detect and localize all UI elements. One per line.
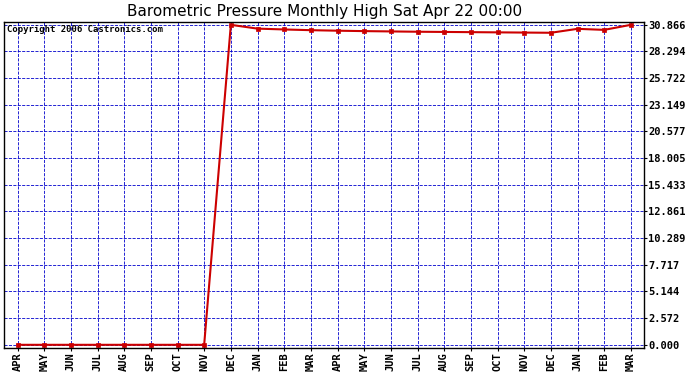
Text: Copyright 2006 Castronics.com: Copyright 2006 Castronics.com	[8, 25, 164, 34]
Title: Barometric Pressure Monthly High Sat Apr 22 00:00: Barometric Pressure Monthly High Sat Apr…	[126, 4, 522, 19]
